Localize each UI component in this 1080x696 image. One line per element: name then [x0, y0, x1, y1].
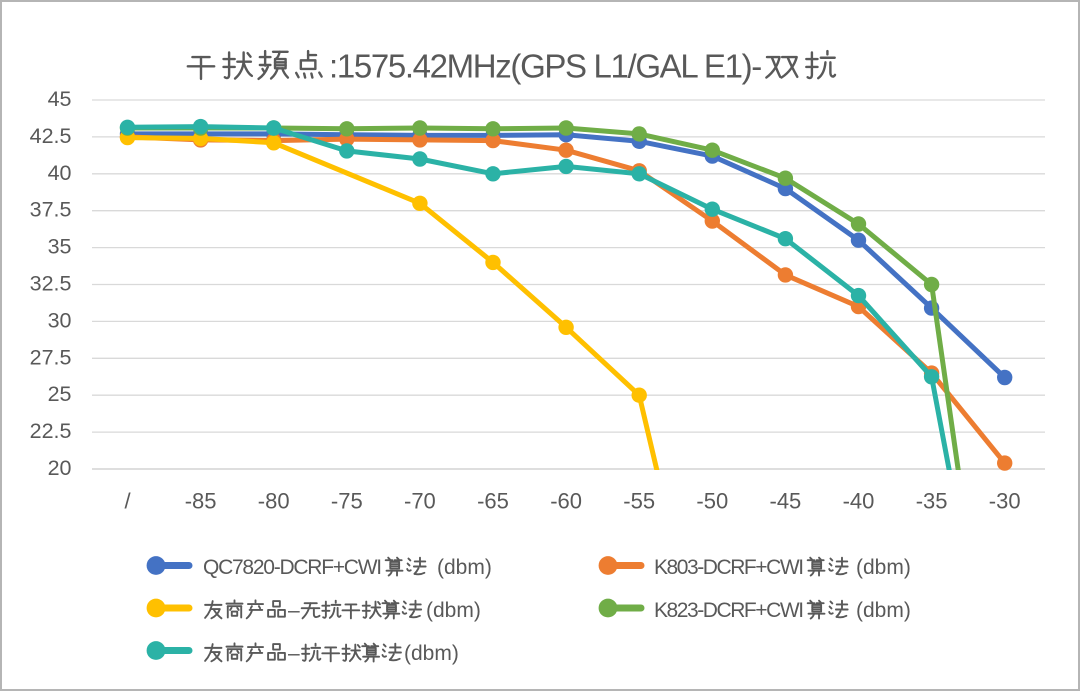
svg-text:-65: -65 [477, 489, 509, 514]
svg-text:42.5: 42.5 [30, 124, 72, 148]
svg-text:(dbm): (dbm) [426, 599, 481, 622]
svg-text:-35: -35 [916, 489, 948, 514]
svg-text:22.5: 22.5 [30, 419, 72, 443]
svg-text:37.5: 37.5 [30, 198, 72, 222]
svg-text:-45: -45 [770, 489, 802, 514]
svg-text:–: – [288, 642, 300, 665]
svg-text:K803-DCRF+CWI: K803-DCRF+CWI [654, 556, 803, 579]
svg-text:20: 20 [48, 456, 72, 480]
svg-text:QC7820-DCRF+CWI: QC7820-DCRF+CWI [203, 556, 381, 579]
svg-text:–: – [288, 599, 300, 622]
svg-text:45: 45 [48, 87, 72, 111]
svg-text:(dbm): (dbm) [856, 599, 911, 622]
svg-text:(dbm): (dbm) [856, 556, 911, 579]
svg-text:-55: -55 [623, 489, 655, 514]
svg-text:-80: -80 [258, 489, 290, 514]
svg-text:25: 25 [48, 382, 72, 406]
svg-text:-40: -40 [843, 489, 875, 514]
svg-text:27.5: 27.5 [30, 345, 72, 369]
svg-text:-85: -85 [185, 489, 217, 514]
svg-text:-75: -75 [331, 489, 363, 514]
svg-text:-50: -50 [696, 489, 728, 514]
svg-text:-70: -70 [404, 489, 436, 514]
svg-text:30: 30 [48, 308, 72, 332]
svg-text:-30: -30 [989, 489, 1021, 514]
svg-text:35: 35 [48, 235, 72, 259]
svg-text:-60: -60 [550, 489, 582, 514]
svg-text:32.5: 32.5 [30, 272, 72, 296]
svg-text:/: / [124, 489, 131, 514]
svg-text:(dbm): (dbm) [404, 642, 459, 665]
svg-text::1575.42MHz(GPS L1/GAL E1)-: :1575.42MHz(GPS L1/GAL E1)- [329, 48, 761, 85]
svg-text:40: 40 [48, 161, 72, 185]
svg-text:(dbm): (dbm) [437, 556, 492, 579]
svg-text:K823-DCRF+CWI: K823-DCRF+CWI [654, 599, 803, 622]
